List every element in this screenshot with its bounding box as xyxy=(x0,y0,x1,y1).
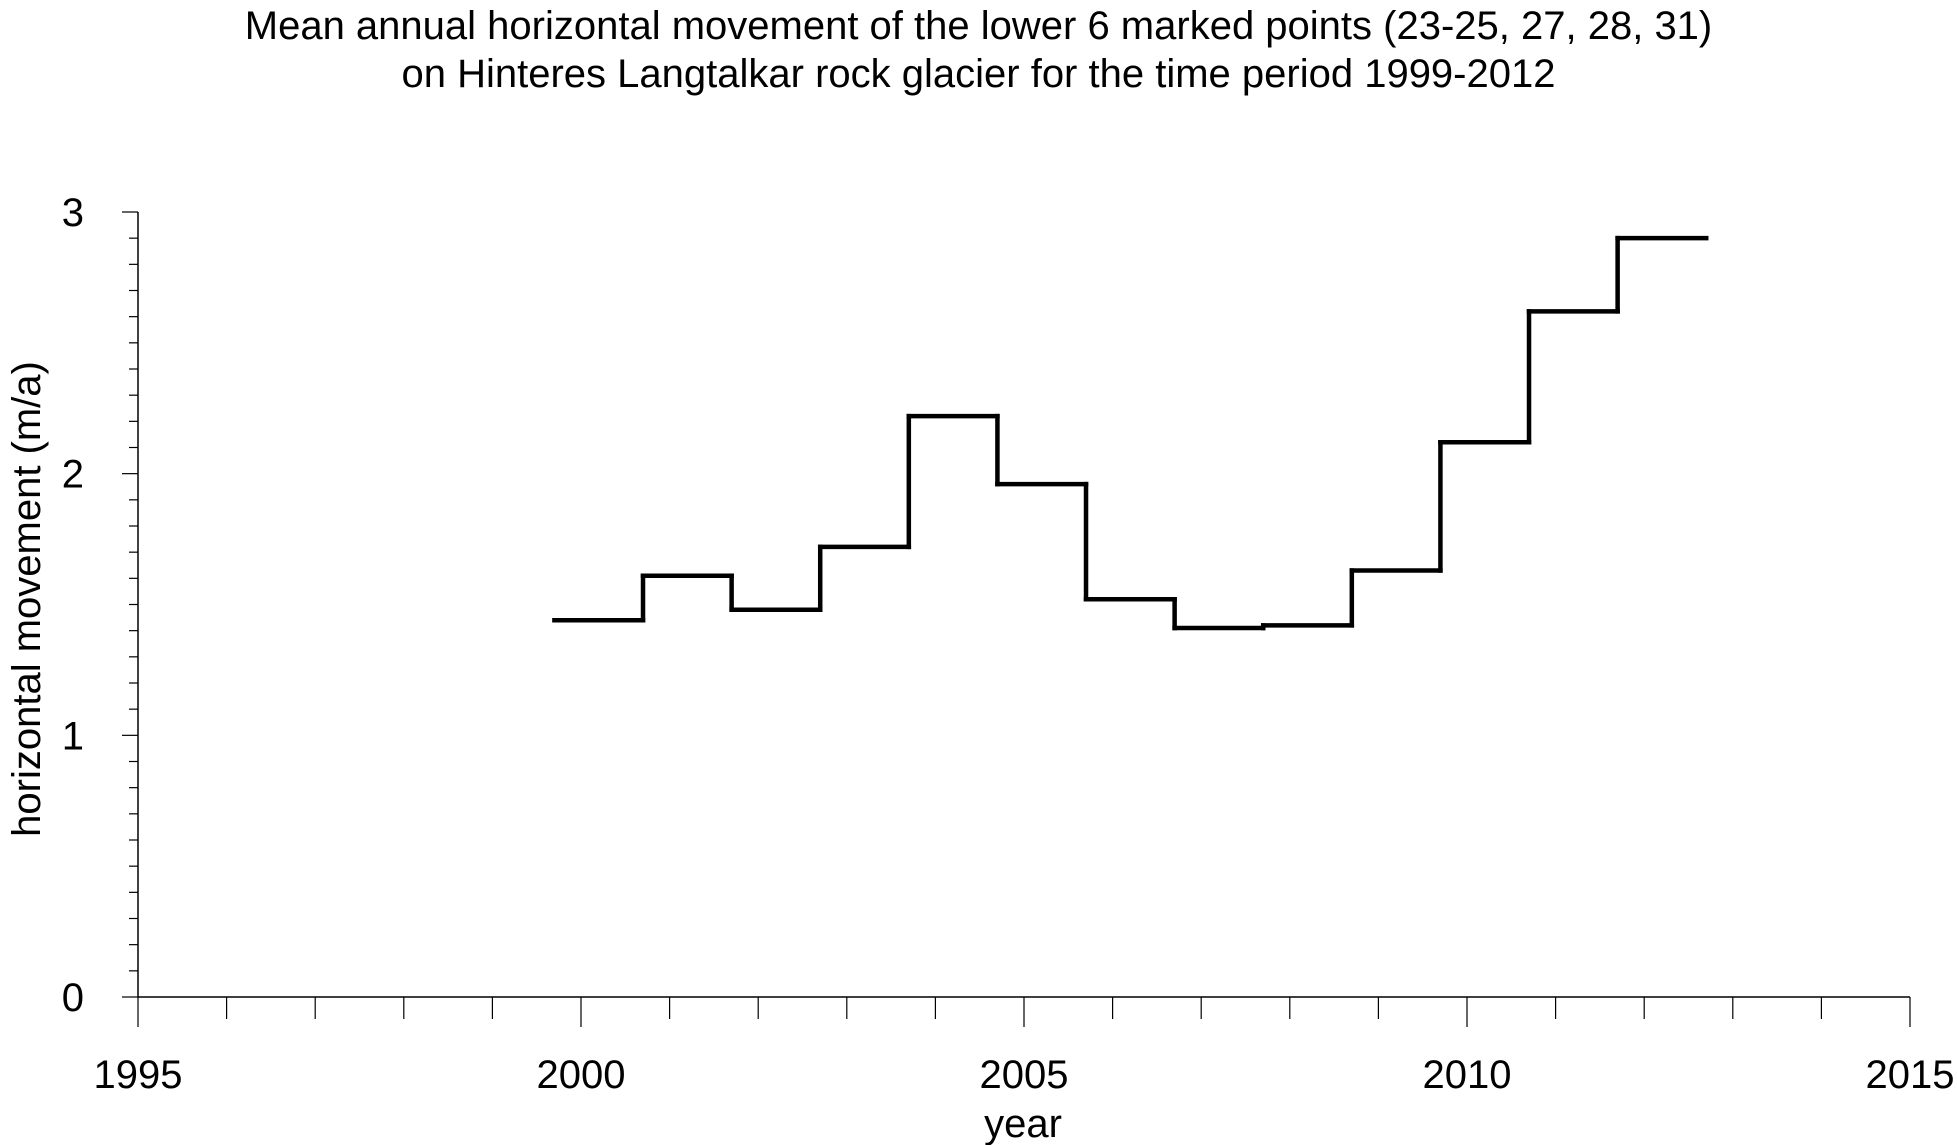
chart-title: Mean annual horizontal movement of the l… xyxy=(0,2,1957,98)
y-tick-label: 1 xyxy=(62,714,84,758)
x-tick-label: 2010 xyxy=(1423,1053,1512,1097)
chart-title-line-1: Mean annual horizontal movement of the l… xyxy=(244,4,1713,48)
tick-labels: 1995 2000 2005 2010 2015 0 1 2 3 xyxy=(62,191,1955,1097)
y-tick-label: 2 xyxy=(62,453,84,497)
x-tick-label: 2015 xyxy=(1866,1053,1955,1097)
axes xyxy=(137,212,1910,998)
x-tick-label: 2005 xyxy=(980,1053,1069,1097)
series-group xyxy=(552,235,1709,631)
x-axis-label: year xyxy=(984,1102,1062,1145)
y-tick-label: 3 xyxy=(62,191,84,235)
chart-title-line-2: on Hinteres Langtalkar rock glacier for … xyxy=(401,52,1556,96)
x-tick-label: 1995 xyxy=(94,1053,183,1097)
ticks xyxy=(122,211,1911,1027)
y-tick-label: 0 xyxy=(62,976,84,1020)
x-tick-label: 2000 xyxy=(537,1053,626,1097)
y-axis-label: horizontal movement (m/a) xyxy=(5,361,49,837)
